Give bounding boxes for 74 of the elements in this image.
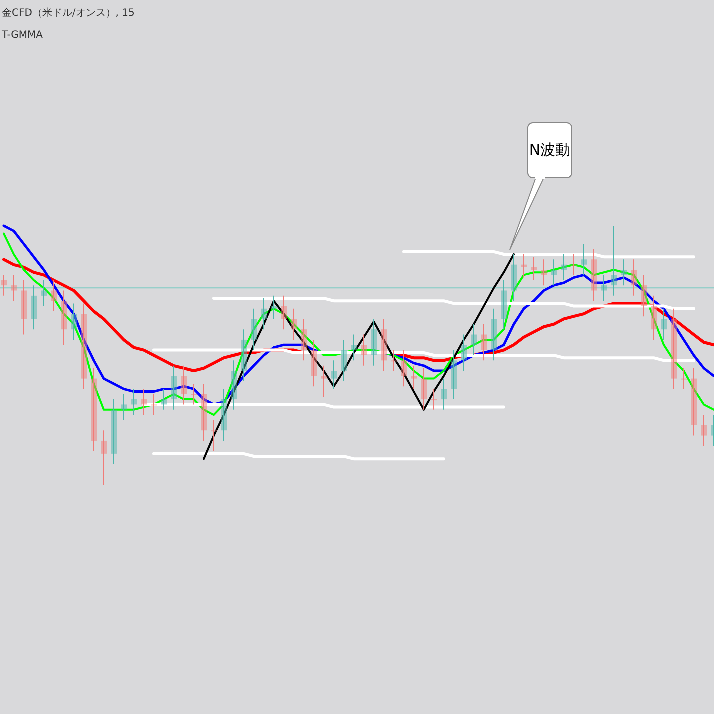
candlestick (651, 295, 657, 340)
candlestick (21, 280, 27, 336)
candlestick (41, 280, 47, 307)
chart-subtitle: T-GMMA (1, 30, 44, 41)
candlestick (111, 399, 117, 465)
candlestick (481, 324, 487, 362)
candlestick (441, 378, 447, 410)
candlestick (431, 388, 437, 410)
candlestick (311, 339, 317, 388)
candlestick (281, 295, 287, 330)
candlestick (531, 256, 537, 281)
candlestick (231, 360, 237, 410)
candlestick (71, 303, 77, 340)
candlestick (561, 254, 567, 281)
candlestick (291, 308, 297, 340)
candlestick (91, 368, 97, 452)
candlestick (201, 383, 207, 442)
candlestick (31, 285, 37, 330)
candlestick (261, 298, 267, 330)
candlestick (401, 350, 407, 388)
candlestick (461, 334, 467, 372)
candlestick (601, 274, 607, 302)
candlestick (411, 365, 417, 390)
candlestick (191, 383, 197, 406)
candlestick (581, 244, 587, 276)
candlestick (251, 308, 257, 351)
candlestick (221, 388, 227, 442)
candlestick (81, 303, 87, 390)
candlestick (171, 365, 177, 410)
candlestick (121, 394, 127, 421)
candlestick (631, 259, 637, 296)
candlestick (211, 420, 217, 452)
candlestick (321, 365, 327, 398)
candlestick (551, 259, 557, 286)
candlestick (131, 388, 137, 416)
candlestick (451, 350, 457, 400)
candlestick (641, 274, 647, 318)
candlestick (611, 226, 617, 296)
candlestick (301, 318, 307, 362)
candlestick (691, 368, 697, 436)
callout: N波動 (510, 122, 572, 250)
candlestick (661, 308, 667, 340)
candlestick (621, 259, 627, 286)
candlestick (371, 318, 377, 366)
candlestick (271, 295, 277, 320)
candlestick (521, 254, 527, 278)
candlestick (141, 388, 147, 416)
candlestick (181, 365, 187, 406)
candlestick (351, 334, 357, 362)
candlestick (361, 334, 367, 366)
candlestick (161, 388, 167, 410)
candlestick (391, 350, 397, 372)
candlestick (571, 254, 577, 276)
candlestick (681, 368, 687, 390)
candlestick (1, 274, 7, 296)
candlestick (591, 248, 597, 302)
candlestick (51, 280, 57, 312)
candlestick (61, 290, 67, 346)
candlestick (511, 254, 517, 302)
chart-title: 金CFD（米ドル/オンス）, 15 (2, 7, 135, 19)
candlestick (541, 259, 547, 286)
candlestick (501, 280, 507, 330)
candlestick (421, 368, 427, 410)
candlestick (101, 430, 107, 486)
candlestick (241, 329, 247, 382)
candlestick (151, 394, 157, 416)
candlestick (491, 308, 497, 362)
candlestick (381, 318, 387, 372)
candlestick (11, 274, 17, 302)
candlestick (671, 308, 677, 390)
candlestick (471, 324, 477, 356)
candlestick (701, 414, 707, 447)
candlestick (341, 339, 347, 382)
candlestick (331, 360, 337, 390)
